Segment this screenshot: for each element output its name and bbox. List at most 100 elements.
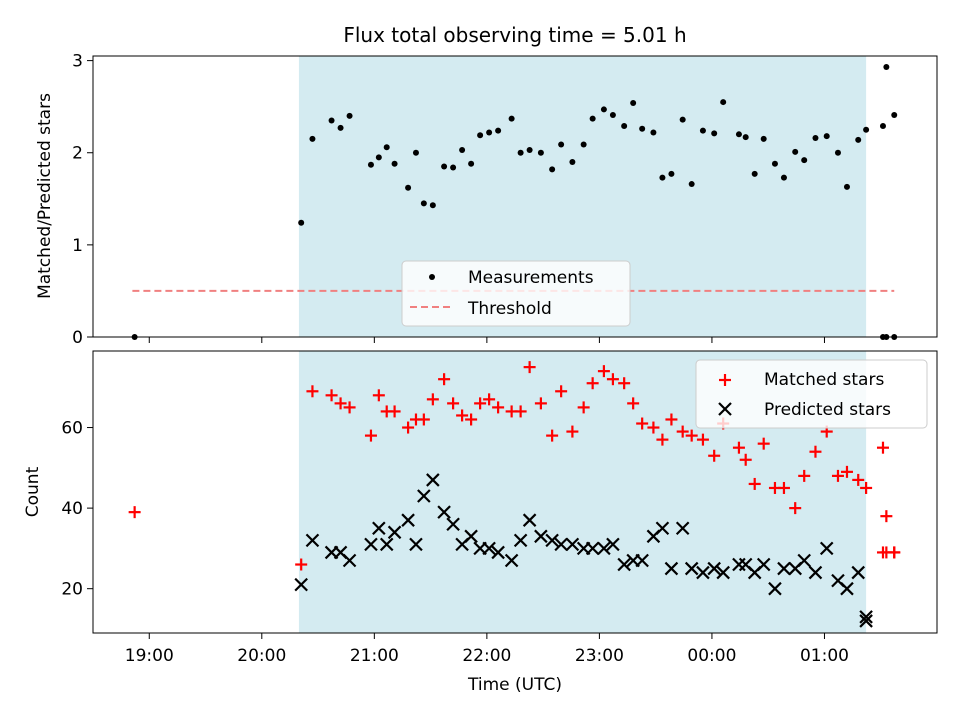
predicted-star-point — [684, 561, 699, 576]
predicted-star-point — [565, 537, 580, 552]
measurement-point — [383, 144, 390, 151]
matched-star-point — [831, 469, 844, 482]
measurement-point — [420, 200, 427, 207]
matched-star-point — [685, 429, 698, 442]
measurement-point — [855, 136, 862, 143]
measurement-point — [558, 141, 565, 148]
predicted-star-point — [840, 581, 854, 596]
matched-star-point — [364, 429, 377, 442]
predicted-star-point — [675, 521, 690, 536]
matched-star-point — [334, 397, 347, 410]
predicted-star-point — [464, 529, 478, 544]
top-y-tick-label: 1 — [72, 236, 83, 256]
legend-measurements-marker — [429, 274, 435, 280]
measurement-point — [639, 125, 646, 132]
matched-star-point — [388, 405, 401, 418]
predicted-star-point — [387, 525, 402, 540]
matched-star-point — [888, 546, 901, 559]
predicted-star-point — [819, 541, 834, 556]
measurement-point — [742, 134, 749, 141]
x-axis-label: Time (UTC) — [467, 675, 562, 695]
measurement-point — [621, 123, 628, 130]
x-tick-label: 21:00 — [350, 646, 399, 666]
measurement-point — [589, 115, 596, 122]
measurement-point — [477, 132, 484, 139]
predicted-star-point — [294, 577, 308, 592]
matched-star-point — [777, 481, 790, 494]
measurement-point — [801, 157, 808, 164]
predicted-star-point — [372, 521, 386, 536]
matched-star-point — [647, 421, 660, 434]
top-x-ticks — [148, 337, 825, 343]
top-y-tick-label: 0 — [72, 328, 83, 348]
matched-star-point — [676, 425, 689, 438]
predicted-star-point — [491, 545, 505, 560]
measurement-point — [459, 146, 466, 153]
predicted-star-point — [545, 533, 559, 548]
top-y-axis: 0 1 2 3 — [72, 52, 93, 348]
measurement-point — [659, 174, 666, 181]
legend-predicted-label: Predicted stars — [764, 400, 891, 420]
matched-star-point — [618, 377, 631, 390]
measurement-point — [792, 148, 799, 155]
matched-star-point — [546, 429, 559, 442]
measurement-point — [883, 64, 890, 71]
measurement-point — [405, 184, 412, 191]
matched-star-point — [492, 401, 505, 414]
measurement-point — [441, 163, 448, 170]
predicted-star-point — [522, 513, 537, 527]
matched-star-point — [426, 393, 439, 406]
measurement-point — [495, 127, 502, 134]
measurement-point — [391, 160, 398, 167]
measurement-point — [650, 129, 657, 136]
predicted-star-point — [437, 505, 451, 519]
predicted-star-point — [617, 557, 631, 572]
measurement-point — [337, 124, 344, 131]
bottom-axes-frame — [92, 350, 938, 634]
predicted-star-point — [606, 537, 620, 552]
bottom-legend: Matched stars Predicted stars — [695, 359, 928, 429]
x-tick-label: 23:00 — [575, 646, 624, 666]
measurement-point — [720, 99, 727, 106]
matched-star-point — [732, 441, 745, 454]
measurement-point — [367, 161, 374, 168]
matched-star-point — [438, 373, 451, 386]
measurement-point — [517, 149, 524, 156]
matched-star-point — [636, 417, 649, 430]
predicted-star-point — [716, 565, 730, 580]
predicted-star-point — [797, 553, 811, 568]
measurement-point — [346, 112, 353, 119]
predicted-star-point — [504, 553, 519, 568]
measurement-point — [863, 126, 870, 133]
predicted-star-point — [426, 473, 440, 487]
measurement-point — [298, 219, 305, 226]
predicted-star-point — [482, 541, 496, 556]
predicted-star-point — [859, 614, 873, 628]
bottom-x-axis: 19:00 20:00 21:00 22:00 23:00 00:00 01:00 — [125, 633, 849, 666]
matched-star-point — [627, 397, 640, 410]
matched-star-point — [757, 437, 770, 450]
top-axes-frame — [92, 55, 938, 338]
predicted-star-point — [768, 581, 782, 596]
legend-matched-marker — [719, 374, 731, 386]
matched-star-point — [325, 389, 338, 402]
measurement-point — [823, 133, 830, 140]
measurement-point — [834, 149, 841, 156]
predicted-star-point — [534, 529, 548, 544]
measurement-point — [688, 181, 695, 188]
measurement-point — [760, 135, 767, 142]
predicted-star-point — [696, 565, 710, 580]
bottom-y-tick-label: 60 — [61, 419, 83, 439]
matched-star-point — [483, 393, 496, 406]
x-tick-label: 01:00 — [800, 646, 849, 666]
matched-star-point — [606, 373, 619, 386]
predicted-star-point — [417, 489, 431, 503]
bottom-y-tick-label: 20 — [61, 580, 83, 600]
chart-title: Flux total observing time = 5.01 h — [343, 23, 686, 47]
matched-star-point — [534, 397, 547, 410]
predicted-star-point — [379, 537, 394, 552]
matched-star-point — [586, 377, 599, 390]
predicted-star-point — [808, 565, 823, 580]
predicted-star-point — [664, 561, 679, 576]
measurement-point — [549, 166, 556, 173]
